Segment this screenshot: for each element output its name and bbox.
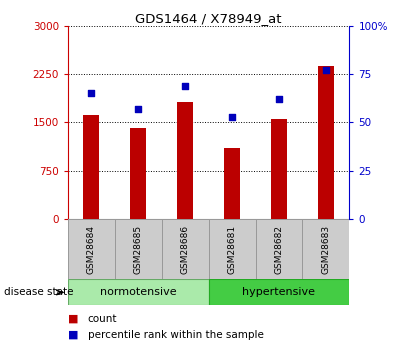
FancyBboxPatch shape [256, 219, 302, 279]
Point [276, 97, 282, 102]
Bar [130, 128, 146, 219]
FancyBboxPatch shape [302, 219, 349, 279]
Point [229, 114, 236, 119]
FancyBboxPatch shape [68, 219, 115, 279]
Bar [224, 148, 240, 219]
Bar [83, 115, 99, 219]
Text: disease state: disease state [4, 287, 74, 297]
Bar [177, 102, 193, 219]
Text: GSM28684: GSM28684 [87, 225, 96, 274]
Point [182, 83, 188, 89]
Text: GSM28682: GSM28682 [275, 225, 284, 274]
Text: ■: ■ [68, 330, 79, 339]
Bar [318, 66, 334, 219]
Point [323, 68, 329, 73]
Text: GSM28685: GSM28685 [134, 225, 143, 274]
Text: hypertensive: hypertensive [242, 287, 316, 297]
Point [88, 91, 95, 96]
Text: normotensive: normotensive [100, 287, 176, 297]
Bar [271, 119, 287, 219]
Text: ■: ■ [68, 314, 79, 324]
Text: percentile rank within the sample: percentile rank within the sample [88, 330, 263, 339]
Text: GSM28681: GSM28681 [228, 225, 237, 274]
FancyBboxPatch shape [68, 279, 209, 305]
Text: GSM28683: GSM28683 [321, 225, 330, 274]
FancyBboxPatch shape [209, 279, 349, 305]
Text: GSM28686: GSM28686 [180, 225, 189, 274]
Text: count: count [88, 314, 117, 324]
FancyBboxPatch shape [209, 219, 256, 279]
Title: GDS1464 / X78949_at: GDS1464 / X78949_at [135, 12, 282, 25]
FancyBboxPatch shape [115, 219, 162, 279]
Point [135, 106, 141, 112]
FancyBboxPatch shape [162, 219, 209, 279]
